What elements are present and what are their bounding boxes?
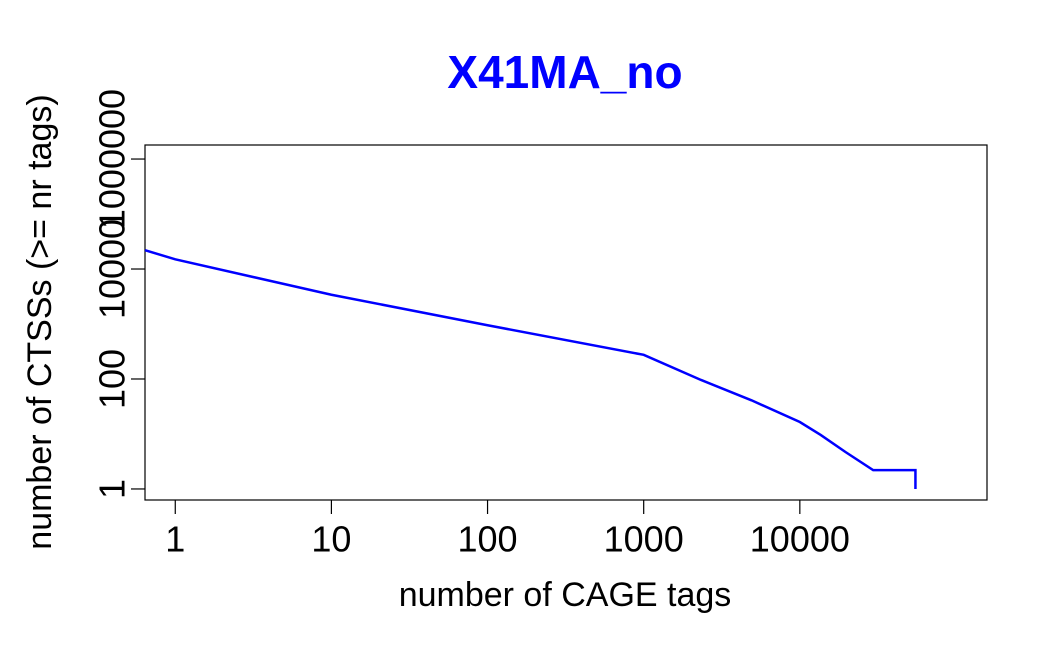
y-tick-label: 10000 [92,219,133,319]
plot-box [144,144,988,501]
chart-title: X41MA_no [447,46,682,98]
x-tick-label: 1 [165,519,185,560]
x-tick-label: 100 [458,519,518,560]
y-tick-label: 100 [92,349,133,409]
y-axis-title: number of CTSSs (>= nr tags) [21,94,59,549]
x-axis-title: number of CAGE tags [399,576,732,614]
data-line [144,248,917,489]
x-tick-label: 10000 [750,519,850,560]
y-tick-label: 1 [92,479,133,499]
x-tick-label: 10 [311,519,351,560]
y-tick-label: 1000000 [92,89,133,229]
x-tick-label: 1000 [604,519,684,560]
